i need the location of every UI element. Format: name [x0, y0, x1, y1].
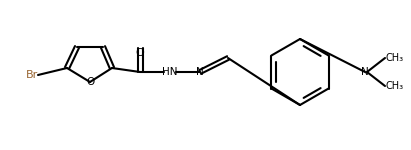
Text: CH₃: CH₃ [385, 81, 403, 91]
Text: O: O [136, 48, 144, 58]
Text: CH₃: CH₃ [385, 53, 403, 63]
Text: HN: HN [162, 67, 178, 77]
Text: N: N [361, 67, 369, 77]
Text: O: O [86, 77, 94, 87]
Text: Br: Br [26, 70, 38, 80]
Text: N: N [196, 67, 204, 77]
